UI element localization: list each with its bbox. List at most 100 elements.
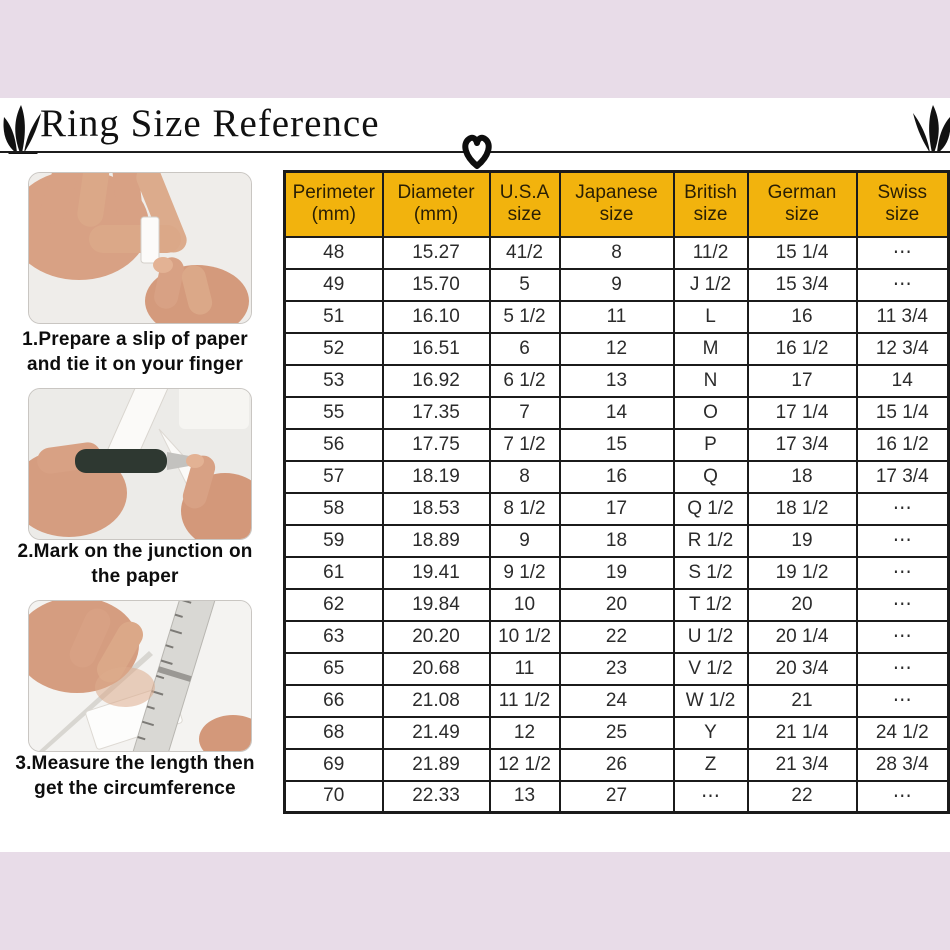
table-cell: 15.27 <box>381 235 491 270</box>
table-cell: 25 <box>558 715 675 750</box>
table-cell: N <box>672 363 749 398</box>
table-cell: 5 1/2 <box>488 299 561 334</box>
table-row: 57 18.19 8 16 Q 18 17 3/4 <box>283 459 950 494</box>
table-cell: 49 <box>283 267 384 302</box>
table-cell: ⋯ <box>855 267 950 302</box>
table-cell: 69 <box>283 747 384 782</box>
table-row: 51 16.10 5 1/2 11 L 16 11 3/4 <box>283 299 950 334</box>
step-1-illustration <box>29 173 251 323</box>
table-cell: 17 <box>558 491 675 526</box>
table-cell: 9 <box>488 523 561 558</box>
table-cell: 17 1/4 <box>746 395 858 430</box>
table-row: 53 16.92 6 1/2 13 N 17 14 <box>283 363 950 398</box>
table-row: 59 18.89 9 18 R 1/2 19 ⋯ <box>283 523 950 558</box>
table-cell: 11 3/4 <box>855 299 950 334</box>
table-cell: 16.10 <box>381 299 491 334</box>
table-cell: 17 <box>746 363 858 398</box>
table-cell: 9 <box>558 267 675 302</box>
table-cell: 15 1/4 <box>746 235 858 270</box>
table-cell: 6 <box>488 331 561 366</box>
table-cell: T 1/2 <box>672 587 749 622</box>
table-cell: 8 1/2 <box>488 491 561 526</box>
leaf-flourish-left-icon <box>3 105 41 154</box>
table-row: 61 19.41 9 1/2 19 S 1/2 19 1/2 ⋯ <box>283 555 950 590</box>
table-cell: 41/2 <box>488 235 561 270</box>
table-cell: ⋯ <box>855 555 950 590</box>
table-row: 56 17.75 7 1/2 15 P 17 3/4 16 1/2 <box>283 427 950 462</box>
table-cell: ⋯ <box>672 779 749 814</box>
table-cell: 19 1/2 <box>746 555 858 590</box>
table-cell: 17.35 <box>381 395 491 430</box>
table-cell: 20 <box>558 587 675 622</box>
table-cell: ⋯ <box>855 587 950 622</box>
step-2-photo <box>28 388 252 540</box>
step-3-photo <box>28 600 252 752</box>
table-cell: 70 <box>283 779 384 814</box>
table-cell: 9 1/2 <box>488 555 561 590</box>
table-cell: 13 <box>488 779 561 814</box>
table-cell: 20 3/4 <box>746 651 858 686</box>
table-cell: 21.89 <box>381 747 491 782</box>
table-cell: 12 <box>488 715 561 750</box>
table-cell: 19.41 <box>381 555 491 590</box>
table-cell: 16 <box>746 299 858 334</box>
table-cell: 17 3/4 <box>855 459 950 494</box>
table-cell: 21 1/4 <box>746 715 858 750</box>
step-3-illustration <box>29 601 251 751</box>
table-cell: ⋯ <box>855 683 950 718</box>
table-cell: 61 <box>283 555 384 590</box>
table-cell: 21.08 <box>381 683 491 718</box>
table-cell: ⋯ <box>855 491 950 526</box>
table-cell: 27 <box>558 779 675 814</box>
table-cell: 48 <box>283 235 384 270</box>
table-cell: 59 <box>283 523 384 558</box>
ring-size-table: Perimeter (mm) Diameter (mm) U.S.A size Jap… <box>283 170 950 814</box>
step-1-caption: 1.Prepare a slip of paper and tie it on … <box>22 329 248 375</box>
table-cell: 10 <box>488 587 561 622</box>
table-cell: 11 1/2 <box>488 683 561 718</box>
table-cell: ⋯ <box>855 619 950 654</box>
table-cell: 19 <box>746 523 858 558</box>
leaf-flourish-right-icon <box>913 105 950 153</box>
column-header: British size <box>672 170 749 238</box>
table-row: 66 21.08 11 1/2 24 W 1/2 21 ⋯ <box>283 683 950 718</box>
table-cell: 7 1/2 <box>488 427 561 462</box>
table-cell: 53 <box>283 363 384 398</box>
table-cell: 66 <box>283 683 384 718</box>
table-cell: 17 3/4 <box>746 427 858 462</box>
table-cell: P <box>672 427 749 462</box>
table-cell: 51 <box>283 299 384 334</box>
table-cell: 68 <box>283 715 384 750</box>
table-cell: W 1/2 <box>672 683 749 718</box>
table-cell: Q 1/2 <box>672 491 749 526</box>
column-header: U.S.A size <box>488 170 561 238</box>
table-cell: Y <box>672 715 749 750</box>
table-cell: Q <box>672 459 749 494</box>
table-cell: 22.33 <box>381 779 491 814</box>
table-cell: 14 <box>855 363 950 398</box>
table-cell: 55 <box>283 395 384 430</box>
table-row: 69 21.89 12 1/2 26 Z 21 3/4 28 3/4 <box>283 747 950 782</box>
table-cell: 62 <box>283 587 384 622</box>
table-cell: 15 3/4 <box>746 267 858 302</box>
table-cell: 17.75 <box>381 427 491 462</box>
table-cell: U 1/2 <box>672 619 749 654</box>
table-cell: 5 <box>488 267 561 302</box>
column-header: Swiss size <box>855 170 950 238</box>
column-header: German size <box>746 170 858 238</box>
table-cell: 19 <box>558 555 675 590</box>
column-header: Diameter (mm) <box>381 170 491 238</box>
table-cell: 23 <box>558 651 675 686</box>
table-row: 62 19.84 10 20 T 1/2 20 ⋯ <box>283 587 950 622</box>
table-header-row: Perimeter (mm) Diameter (mm) U.S.A size Jap… <box>283 170 950 238</box>
table-cell: 56 <box>283 427 384 462</box>
table-cell: 20 <box>746 587 858 622</box>
table-row: 65 20.68 11 23 V 1/2 20 3/4 ⋯ <box>283 651 950 686</box>
table-cell: 10 1/2 <box>488 619 561 654</box>
table-cell: M <box>672 331 749 366</box>
top-pink-band <box>0 0 950 98</box>
table-cell: ⋯ <box>855 651 950 686</box>
table-cell: 58 <box>283 491 384 526</box>
heart-icon <box>462 134 492 169</box>
table-cell: S 1/2 <box>672 555 749 590</box>
